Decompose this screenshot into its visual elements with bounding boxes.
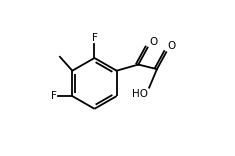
Text: F: F bbox=[51, 91, 57, 101]
Text: O: O bbox=[149, 37, 157, 47]
Text: O: O bbox=[168, 41, 176, 51]
Text: F: F bbox=[92, 33, 98, 43]
Text: HO: HO bbox=[132, 89, 148, 99]
